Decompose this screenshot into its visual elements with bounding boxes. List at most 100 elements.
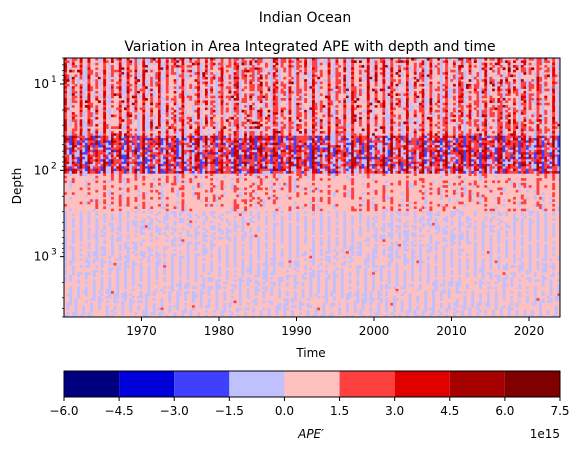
- anomaly-cell: [171, 171, 174, 174]
- anomaly-cell: [178, 93, 182, 96]
- anomaly-cell: [116, 163, 120, 167]
- anomaly-cell: [116, 86, 120, 89]
- anomaly-cell: [71, 138, 75, 141]
- anomaly-cell: [129, 133, 133, 136]
- anomaly-cell: [84, 147, 88, 151]
- anomaly-cell: [249, 262, 253, 266]
- anomaly-cell: [293, 135, 297, 139]
- anomaly-cell: [157, 72, 161, 75]
- anomaly-cell: [150, 145, 154, 148]
- anomaly-cell: [142, 128, 146, 132]
- anomaly-cell: [212, 135, 216, 139]
- anomaly-cell: [168, 161, 172, 165]
- anomaly-cell: [189, 119, 193, 122]
- anomaly-cell: [189, 159, 193, 162]
- anomaly-cell: [66, 159, 70, 162]
- anomaly-cell: [105, 154, 109, 158]
- anomaly-cell: [298, 135, 302, 139]
- anomaly-cell: [194, 109, 198, 113]
- anomaly-cell: [254, 234, 258, 238]
- anomaly-cell: [95, 98, 99, 101]
- anomaly-cell: [82, 156, 86, 160]
- anomaly-cell: [296, 123, 300, 127]
- anomaly-cell: [270, 171, 274, 174]
- anomaly-cell: [197, 128, 201, 132]
- anomaly-cell: [231, 72, 234, 75]
- anomaly-cell: [238, 300, 242, 304]
- anomaly-cell: [124, 116, 127, 120]
- anomaly-cell: [291, 168, 295, 172]
- anomaly-cell: [69, 159, 73, 162]
- anomaly-cell: [126, 140, 130, 144]
- anomaly-cell: [108, 262, 112, 266]
- anomaly-cell: [87, 211, 91, 214]
- anomaly-cell: [272, 130, 276, 134]
- anomaly-cell: [204, 239, 208, 242]
- anomaly-cell: [220, 95, 224, 99]
- anomaly-cell: [298, 171, 302, 174]
- anomaly-cell: [233, 149, 237, 153]
- anomaly-cell: [150, 253, 154, 257]
- anomaly-cell: [231, 83, 234, 87]
- anomaly-cell: [233, 138, 237, 141]
- anomaly-cell: [64, 154, 67, 158]
- anomaly-cell: [244, 156, 248, 160]
- anomaly-cell: [103, 171, 107, 174]
- anomaly-cell: [204, 60, 208, 63]
- anomaly-cell: [142, 159, 146, 162]
- anomaly-cell: [202, 244, 206, 247]
- anomaly-cell: [147, 288, 151, 292]
- anomaly-cell: [189, 58, 193, 61]
- anomaly-cell: [118, 236, 122, 240]
- anomaly-cell: [82, 312, 86, 315]
- anomaly-cell: [139, 232, 143, 235]
- anomaly-cell: [223, 293, 227, 297]
- anomaly-cell: [134, 142, 138, 146]
- anomaly-cell: [168, 130, 172, 134]
- anomaly-cell: [64, 60, 67, 63]
- anomaly-cell: [165, 130, 169, 134]
- anomaly-cell: [194, 269, 198, 273]
- anomaly-cell: [173, 140, 177, 144]
- anomaly-cell: [105, 309, 109, 313]
- anomaly-cell: [108, 76, 112, 80]
- anomaly-cell: [293, 67, 297, 71]
- anomaly-cell: [157, 74, 161, 78]
- anomaly-cell: [163, 140, 167, 144]
- anomaly-cell: [134, 163, 138, 167]
- anomaly-cell: [71, 128, 75, 132]
- anomaly-cell: [280, 187, 284, 191]
- anomaly-cell: [202, 76, 206, 80]
- anomaly-cell: [71, 239, 75, 242]
- anomaly-cell: [69, 135, 73, 139]
- anomaly-cell: [181, 130, 185, 134]
- anomaly-cell: [118, 199, 122, 202]
- anomaly-cell: [69, 142, 73, 146]
- anomaly-cell: [278, 262, 281, 266]
- anomaly-cell: [231, 295, 234, 299]
- anomaly-cell: [116, 62, 120, 66]
- anomaly-cell: [270, 121, 274, 125]
- anomaly-cell: [231, 187, 234, 191]
- anomaly-cell: [199, 95, 203, 99]
- anomaly-cell: [288, 260, 292, 264]
- anomaly-cell: [278, 173, 281, 177]
- anomaly-cell: [163, 152, 167, 155]
- anomaly-cell: [204, 199, 208, 202]
- anomaly-cell: [210, 161, 214, 165]
- anomaly-cell: [212, 211, 216, 214]
- anomaly-cell: [204, 135, 208, 139]
- anomaly-cell: [171, 281, 174, 285]
- anomaly-cell: [79, 234, 83, 238]
- anomaly-cell: [186, 276, 190, 280]
- anomaly-cell: [186, 145, 190, 148]
- anomaly-cell: [251, 152, 255, 155]
- anomaly-cell: [137, 116, 140, 120]
- anomaly-cell: [74, 145, 78, 148]
- anomaly-cell: [77, 81, 80, 85]
- anomaly-cell: [236, 173, 240, 177]
- anomaly-cell: [236, 128, 240, 132]
- anomaly-cell: [74, 140, 78, 144]
- anomaly-cell: [272, 201, 276, 205]
- anomaly-cell: [144, 79, 148, 82]
